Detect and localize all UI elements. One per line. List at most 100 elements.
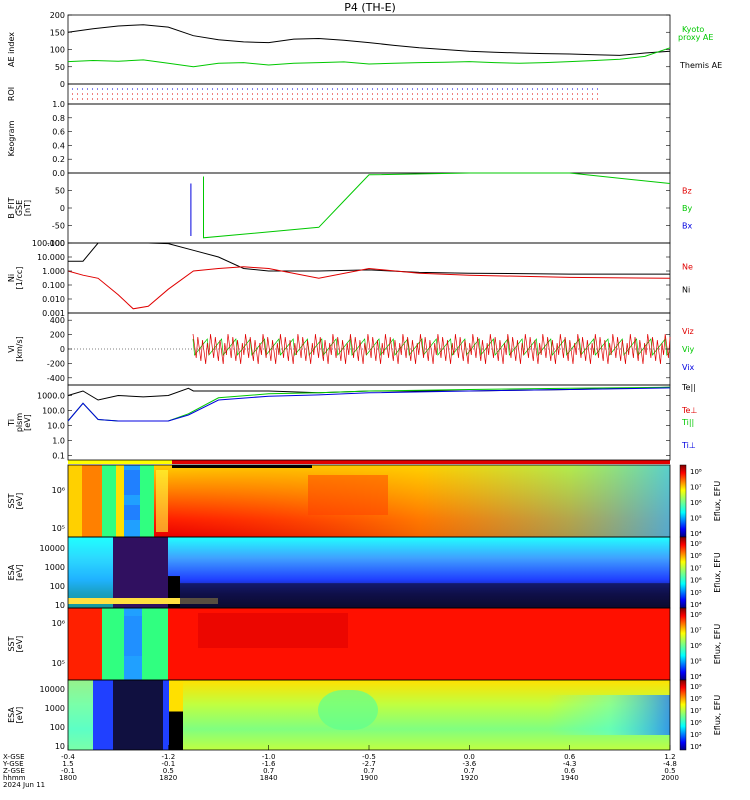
- footer-value: -0.1: [161, 760, 175, 768]
- temperature-ytick-label: 1.0: [52, 436, 65, 445]
- bfield-legend-entry: By: [682, 204, 692, 213]
- footer-value: -3.6: [462, 760, 476, 768]
- footer-value: -4.3: [563, 760, 577, 768]
- density-line-Ni: [68, 242, 670, 275]
- density-ytick-label: 0.001: [42, 309, 65, 318]
- esa-i-yellow: [169, 680, 183, 712]
- bfield-ylabel: GSE: [15, 200, 24, 216]
- temperature-ytick-label: 0.1: [52, 451, 65, 460]
- bfield-ytick-label: -50: [52, 222, 65, 231]
- velocity-ytick-label: 0: [60, 345, 65, 354]
- esa-e-low-fill: [180, 583, 670, 608]
- ae-ytick-label: 100: [50, 46, 65, 55]
- footer-value: 0.5: [664, 767, 675, 775]
- footer-value: -1.6: [262, 760, 276, 768]
- temperature-ylabel: Ti: [7, 419, 16, 427]
- footer-value: -0.1: [61, 767, 75, 775]
- density-ylabel: [1/cc]: [15, 267, 24, 290]
- sst-e-ytick-label: 10⁵: [52, 524, 65, 533]
- temperature-line-3: [67, 387, 671, 422]
- esa-i-colorbar: [679, 679, 687, 751]
- bfield-ytick-label: 50: [55, 187, 65, 196]
- sst-e-colorbar-tick: 10⁷: [690, 484, 702, 492]
- esa-e-colorbar-tick: 10⁶: [690, 577, 702, 585]
- sst-e-ytick-label: 10⁶: [52, 486, 65, 495]
- temperature-legend-ti-perp: Ti⊥: [681, 441, 696, 450]
- footer-value: 0.0: [464, 753, 475, 761]
- density-panel-frame: [67, 242, 671, 314]
- esa-i-colorbar-tick: 10⁴: [690, 743, 702, 751]
- density-legend-entry: Ne: [682, 262, 693, 271]
- esa-e-ylabel: ESA: [7, 564, 16, 580]
- temperature-legend-te-par: Te||: [681, 383, 696, 392]
- keogram-ytick-label: 0.2: [52, 155, 65, 164]
- temperature-ytick-label: 100.0: [42, 406, 65, 415]
- esa-e-dark-gap: [113, 537, 168, 608]
- ae-ytick-label: 50: [55, 63, 65, 72]
- esa-e-colorbar-tick: 10⁴: [690, 601, 702, 609]
- esa-e-colorbar-tick: 10⁵: [690, 589, 702, 597]
- esa-e-low-band: [68, 598, 218, 604]
- esa-e-ylabel: [eV]: [15, 564, 24, 581]
- ae-line-0: [67, 24, 671, 56]
- sst-i-block: [124, 616, 142, 656]
- esa-e-left: [68, 537, 113, 608]
- bfield-legend-entry: Bz: [682, 187, 692, 196]
- footer-value: -1.0: [262, 753, 276, 761]
- esa-e-colorbar: [679, 536, 687, 609]
- esa-i-colorbar-tick: 10⁶: [690, 719, 702, 727]
- esa-e-colorbar-label: Eflux, EFU: [713, 552, 722, 593]
- sst-i-colorbar-label: Eflux, EFU: [713, 624, 722, 665]
- velocity-ylabel: Vi: [7, 345, 16, 353]
- sst-i-colorbar-tick: 10⁶: [690, 642, 702, 650]
- velocity-line-Viz: [192, 333, 671, 365]
- bfield-line-By: [203, 172, 671, 239]
- sst-i-ytick-label: 10⁵: [52, 659, 65, 668]
- velocity-legend-entry: Viz: [682, 327, 694, 336]
- temperature-panel-frame: [67, 384, 671, 461]
- mode-bar-black: [172, 465, 312, 468]
- sst-e-column-3: [116, 465, 124, 537]
- sst-i-ytick-label: 10⁶: [52, 619, 65, 628]
- mode-bar-fast: [172, 460, 670, 464]
- ae-ytick-label: 150: [50, 28, 65, 37]
- esa-e-ytick-label: 1000: [45, 563, 65, 572]
- keogram-ytick-label: 0.0: [52, 169, 65, 178]
- esa-e-ytick-label: 100: [50, 582, 65, 591]
- esa-i-ytick-label: 10000: [40, 685, 65, 694]
- density-ytick-label: 100.000: [32, 239, 65, 248]
- esa-i-colorbar-label: Eflux, EFU: [713, 695, 722, 736]
- footer-value: 0.6: [564, 767, 576, 775]
- keogram-ytick-label: 0.4: [52, 141, 65, 150]
- sst-i-dark: [198, 613, 348, 648]
- velocity-legend-entry: Viy: [682, 345, 695, 354]
- sst-e-block: [102, 475, 116, 525]
- temperature-ylabel: [eV]: [23, 414, 32, 431]
- esa-i-black: [169, 711, 183, 750]
- esa-e-ytick-label: 10: [55, 601, 65, 610]
- sst-e-colorbar-tick: 10⁴: [690, 530, 702, 538]
- esa-i-ylabel: [eV]: [15, 707, 24, 724]
- sst-e-block: [156, 470, 168, 532]
- footer-value: 1900: [360, 774, 378, 782]
- density-legend-entry: Ni: [682, 286, 690, 295]
- roi-panel-frame: [67, 83, 671, 105]
- bfield-ytick-label: 0: [60, 204, 65, 213]
- footer-value: -0.5: [362, 753, 376, 761]
- esa-i-colorbar-tick: 10⁵: [690, 731, 702, 739]
- roi-ylabel: ROI: [7, 87, 16, 101]
- keogram-ytick-label: 1.0: [52, 100, 65, 109]
- esa-i-ylabel: ESA: [7, 707, 16, 723]
- sst-e-column-0: [68, 465, 82, 537]
- esa-i-colorbar-tick: 10⁷: [690, 707, 702, 715]
- sst-i-column-0: [68, 608, 102, 680]
- esa-i-ytick-label: 1000: [45, 704, 65, 713]
- footer-value: 1920: [460, 774, 478, 782]
- footer-value: -4.8: [663, 760, 677, 768]
- esa-i-blue2: [163, 680, 169, 750]
- footer-value: -1.2: [161, 753, 175, 761]
- ae-legend-themis: Themis AE: [679, 61, 722, 70]
